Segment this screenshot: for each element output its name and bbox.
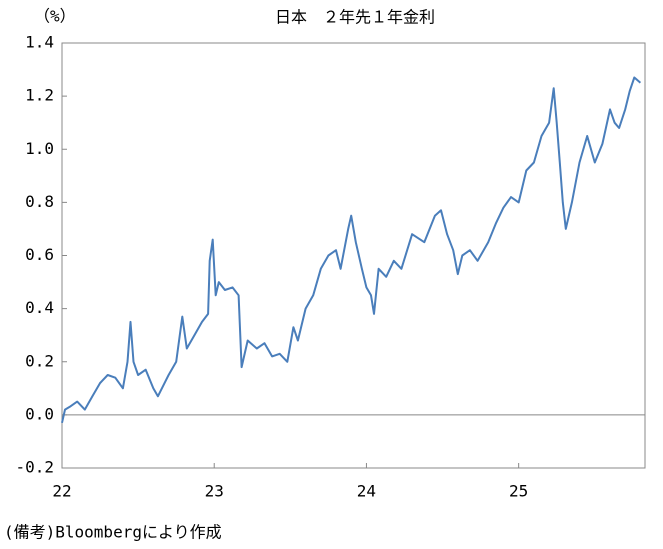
y-unit: （%） (34, 7, 76, 26)
plot-frame (61, 42, 646, 469)
x-tick-label: 22 (52, 482, 71, 501)
y-tick-label: 1.0 (25, 139, 54, 158)
y-tick-label: 0.4 (25, 298, 54, 317)
data-line (61, 76, 642, 424)
y-tick-label: 0.6 (25, 245, 54, 264)
y-tick-label: 0.2 (25, 351, 54, 370)
x-tick-label: 24 (357, 482, 376, 501)
x-tick-label: 23 (205, 482, 224, 501)
y-tick-label: 0.8 (25, 192, 54, 211)
y-tick-label: 1.2 (25, 86, 54, 105)
x-tick-label: 25 (509, 482, 528, 501)
y-tick-label: 1.4 (25, 33, 54, 52)
y-tick-label: 0.0 (25, 404, 54, 423)
note: (備考)Bloombergにより作成 (4, 523, 222, 542)
chart-title: 日本 ２年先１年金利 (275, 8, 435, 27)
y-tick-label: -0.2 (15, 458, 54, 477)
